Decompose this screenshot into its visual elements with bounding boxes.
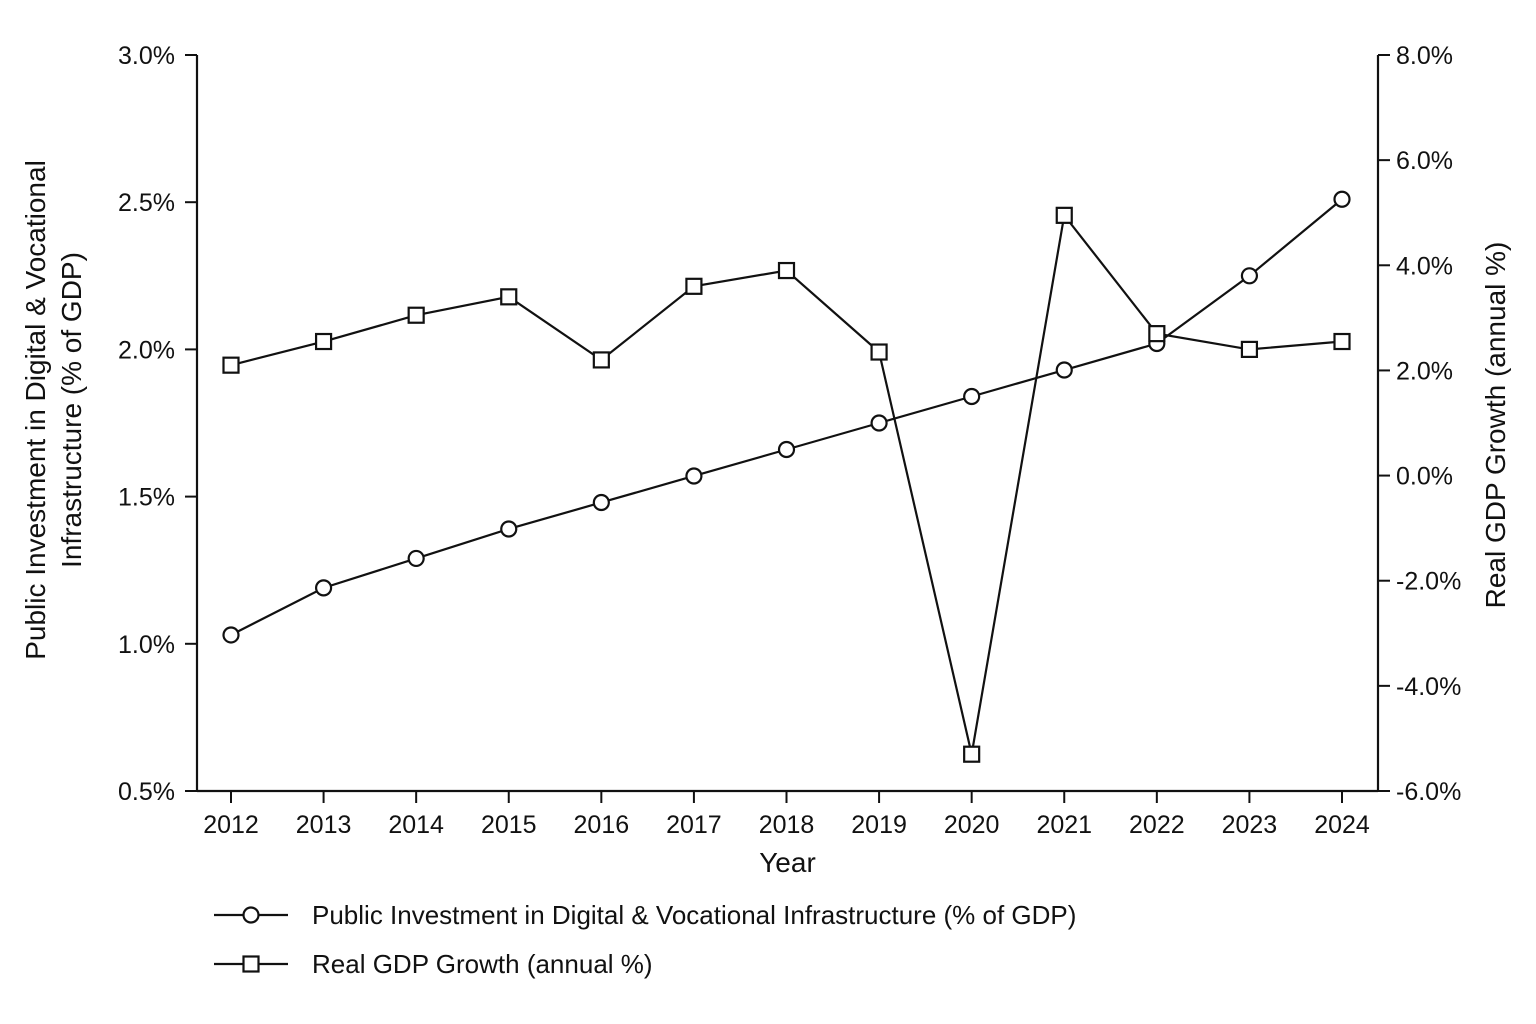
gdp-growth-point	[222, 356, 240, 374]
investment-point	[1055, 361, 1073, 379]
right-y-tick-label: -2.0%	[1396, 568, 1461, 596]
investment-point	[407, 549, 425, 568]
x-tick-label: 2015	[481, 811, 537, 839]
x-tick-label: 2017	[666, 811, 722, 839]
left-y-axis-title-line: Infrastructure (% of GDP)	[56, 252, 87, 568]
right-y-tick-label: 4.0%	[1396, 252, 1453, 280]
x-tick-label: 2016	[574, 811, 630, 839]
axes: 0.5% 1.0% 1.5% 2.0% 2.5% 3.0% -6.0% -4.0% -2.0% 0…	[20, 42, 1511, 878]
x-tick-label: 2023	[1222, 811, 1278, 839]
x-tick-label: 2022	[1129, 811, 1185, 839]
legend-label: Real GDP Growth (annual %)	[312, 949, 653, 979]
gdp-growth-series	[222, 206, 1351, 763]
left-y-tick-label: 3.0%	[118, 42, 175, 70]
right-y-tick-label: -4.0%	[1396, 673, 1461, 701]
right-y-tick-label: 6.0%	[1396, 147, 1453, 175]
legend-circle-marker	[242, 906, 260, 924]
left-y-tick-label: 0.5%	[118, 778, 175, 806]
legend-item: Real GDP Growth (annual %)	[214, 949, 653, 979]
gdp-growth-point	[963, 745, 981, 763]
x-tick-label: 2020	[944, 811, 1000, 839]
series	[222, 190, 1351, 763]
investment-point	[500, 520, 518, 538]
investment-series	[222, 190, 1351, 644]
investment-point	[1240, 267, 1259, 285]
gdp-growth-point	[1148, 325, 1166, 343]
x-tick-label: 2024	[1314, 811, 1370, 839]
left-y-axis-title: Public Investment in Digital & Vocationa…	[20, 160, 87, 660]
left-y-axis-title-line: Public Investment in Digital & Vocationa…	[20, 160, 51, 660]
right-y-tick-label: -6.0%	[1396, 778, 1461, 806]
left-y-tick-label: 1.0%	[118, 631, 175, 659]
x-tick-label: 2019	[851, 811, 907, 839]
investment-point	[685, 467, 703, 485]
legend-square-marker	[242, 955, 260, 973]
x-tick-label: 2012	[203, 811, 259, 839]
gdp-growth-line	[230, 212, 1343, 755]
investment-point	[592, 493, 610, 512]
gdp-growth-point	[314, 332, 333, 351]
gdp-growth-point	[592, 351, 610, 369]
x-tick-label: 2018	[759, 811, 815, 839]
right-y-tick-label: 0.0%	[1396, 463, 1453, 491]
gdp-growth-point	[685, 277, 703, 295]
gdp-growth-point	[500, 288, 518, 306]
investment-point	[314, 579, 333, 597]
x-tick-label: 2014	[388, 811, 444, 839]
left-y-tick-label: 2.0%	[118, 336, 175, 364]
right-y-axis-title: Real GDP Growth (annual %)	[1480, 242, 1511, 609]
investment-point	[963, 387, 981, 406]
gdp-growth-point	[777, 261, 796, 280]
left-y-tick-label: 2.5%	[118, 189, 175, 217]
investment-point	[222, 626, 240, 644]
left-y-tick-label: 1.5%	[118, 484, 175, 512]
x-tick-label: 2021	[1036, 811, 1092, 839]
gdp-growth-point	[407, 306, 425, 324]
right-y-tick-label: 8.0%	[1396, 42, 1453, 70]
legend: Public Investment in Digital & Vocationa…	[214, 900, 1076, 979]
x-tick-label: 2013	[296, 811, 352, 839]
x-axis-title: Year	[759, 847, 816, 878]
right-y-tick-label: 2.0%	[1396, 357, 1453, 385]
legend-label: Public Investment in Digital & Vocationa…	[312, 900, 1076, 930]
investment-point	[870, 414, 888, 432]
investment-point	[777, 440, 796, 459]
legend-item: Public Investment in Digital & Vocationa…	[214, 900, 1076, 930]
investment-point	[1333, 190, 1351, 208]
gdp-growth-point	[1240, 340, 1259, 358]
gdp-growth-point	[1055, 206, 1073, 224]
gdp-growth-point	[1333, 332, 1351, 351]
gdp-growth-point	[870, 343, 888, 361]
